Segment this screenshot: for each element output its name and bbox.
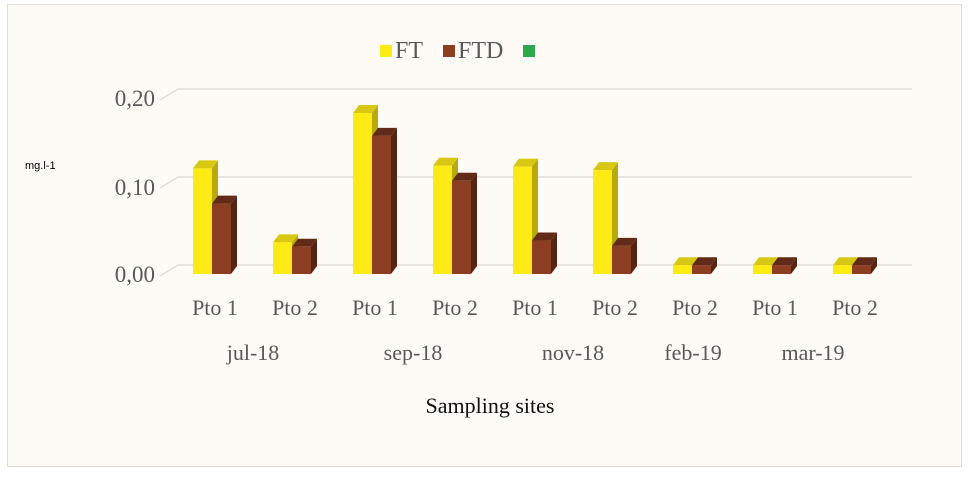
x-category-label: Pto 1 xyxy=(752,295,798,320)
y-axis-label: mg.l-1 xyxy=(25,160,56,172)
bars xyxy=(193,104,877,275)
bar-ftd-1 xyxy=(292,238,317,274)
x-group-label: nov-18 xyxy=(541,340,605,365)
x-category-label: Pto 2 xyxy=(592,295,638,320)
x-axis-title: Sampling sites xyxy=(425,393,555,418)
chart-legend: FT FTD xyxy=(380,36,538,66)
bar-ftd-2 xyxy=(372,127,397,274)
bar-ftd-5 xyxy=(612,237,637,274)
y-tick-0-10: 0,10 xyxy=(114,175,155,200)
bar-ftd-7 xyxy=(772,257,797,274)
x-category-label: Pto 1 xyxy=(352,295,398,320)
x-group-label: jul-18 xyxy=(226,340,280,365)
bar-ftd-4 xyxy=(532,232,557,274)
x-group-label: sep-18 xyxy=(383,340,443,365)
bar-ftd-0 xyxy=(212,195,237,274)
x-group-label: feb-19 xyxy=(664,340,722,365)
x-category-label: Pto 1 xyxy=(512,295,558,320)
legend-label-ftd: FTD xyxy=(458,37,504,64)
legend-item-ftd: FTD xyxy=(443,38,503,65)
gridlines xyxy=(159,88,912,277)
legend-item-ft: FT xyxy=(380,38,423,65)
legend-item-unnamed xyxy=(523,45,538,57)
chart-frame xyxy=(7,4,962,467)
x-category-label: Pto 2 xyxy=(272,295,318,320)
x-category-label: Pto 2 xyxy=(672,295,718,320)
legend-label-ft: FT xyxy=(395,37,424,64)
y-tick-0-00: 0,00 xyxy=(114,262,155,287)
x-category-label: Pto 2 xyxy=(832,295,878,320)
bar-ftd-8 xyxy=(852,257,877,274)
bar-ftd-3 xyxy=(452,172,477,274)
legend-swatch-ftd xyxy=(443,45,456,57)
legend-swatch-unnamed xyxy=(523,45,536,57)
x-category-label: Pto 2 xyxy=(432,295,478,320)
x-category-label: Pto 1 xyxy=(192,295,238,320)
x-group-label: mar-19 xyxy=(781,340,845,365)
y-tick-0-20: 0,20 xyxy=(114,86,155,111)
legend-swatch-ft xyxy=(380,45,392,57)
bar-ftd-6 xyxy=(692,257,717,274)
